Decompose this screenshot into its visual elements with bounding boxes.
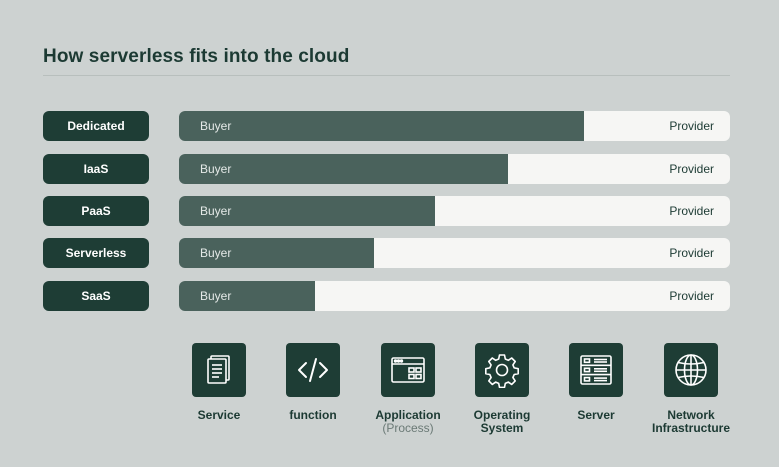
- provider-label: Provider: [669, 246, 714, 260]
- responsibility-bar: Buyer Provider: [179, 238, 730, 268]
- layer-label: Service: [197, 408, 241, 422]
- layer-function: function: [258, 343, 368, 422]
- model-pill: IaaS: [43, 154, 149, 184]
- responsibility-bar: Buyer Provider: [179, 154, 730, 184]
- layer-sublabel: (Process): [382, 421, 434, 435]
- code-icon: [286, 343, 340, 397]
- title-divider: [43, 75, 730, 76]
- layer-operating-system: Operating System: [447, 343, 557, 435]
- layer-label: Server: [577, 408, 615, 422]
- layer-label: function: [289, 408, 337, 422]
- provider-label: Provider: [669, 119, 714, 133]
- buyer-label: Buyer: [200, 119, 232, 133]
- layer-server: Server: [541, 343, 651, 422]
- document-icon: [192, 343, 246, 397]
- buyer-label: Buyer: [200, 289, 232, 303]
- buyer-label: Buyer: [200, 162, 232, 176]
- layer-label: Operating: [473, 408, 531, 422]
- buyer-share-fill: [179, 281, 316, 311]
- buyer-label: Buyer: [200, 246, 232, 260]
- buyer-share-fill: [179, 154, 509, 184]
- gear-icon: [475, 343, 529, 397]
- provider-label: Provider: [669, 289, 714, 303]
- layer-label: Network: [667, 408, 715, 422]
- server-icon: [569, 343, 623, 397]
- buyer-label: Buyer: [200, 204, 232, 218]
- page-title: How serverless fits into the cloud: [43, 46, 350, 67]
- model-row-iaas: IaaS Buyer Provider: [0, 154, 779, 184]
- model-row-paas: PaaS Buyer Provider: [0, 196, 779, 226]
- model-pill: Serverless: [43, 238, 149, 268]
- globe-icon: [664, 343, 718, 397]
- layer-sublabel: System: [480, 421, 524, 435]
- model-row-dedicated: Dedicated Buyer Provider: [0, 111, 779, 141]
- provider-label: Provider: [669, 162, 714, 176]
- layer-sublabel: Infrastructure: [651, 421, 731, 435]
- responsibility-bar: Buyer Provider: [179, 281, 730, 311]
- responsibility-bar: Buyer Provider: [179, 196, 730, 226]
- layer-label: Application: [375, 408, 441, 422]
- model-pill: Dedicated: [43, 111, 149, 141]
- buyer-share-fill: [179, 196, 436, 226]
- layer-service: Service: [164, 343, 274, 422]
- model-pill: SaaS: [43, 281, 149, 311]
- responsibility-bar: Buyer Provider: [179, 111, 730, 141]
- model-row-serverless: Serverless Buyer Provider: [0, 238, 779, 268]
- layer-network: Network Infrastructure: [636, 343, 746, 435]
- model-pill: PaaS: [43, 196, 149, 226]
- buyer-share-fill: [179, 111, 584, 141]
- provider-label: Provider: [669, 204, 714, 218]
- app-window-icon: [381, 343, 435, 397]
- model-row-saas: SaaS Buyer Provider: [0, 281, 779, 311]
- buyer-share-fill: [179, 238, 375, 268]
- layer-application: Application (Process): [353, 343, 463, 435]
